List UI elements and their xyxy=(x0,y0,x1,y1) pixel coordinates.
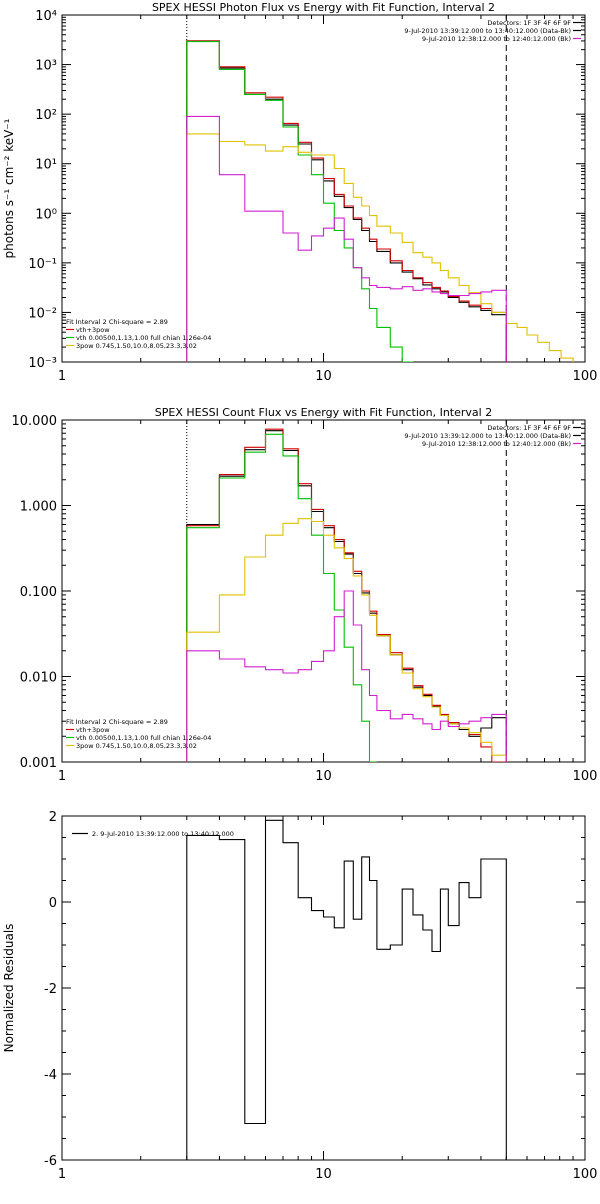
x-tick-label: 1 xyxy=(58,769,66,784)
legend-header: Fit Interval 2 Chi-square = 2.89 xyxy=(66,318,168,326)
series-line-4 xyxy=(186,518,507,762)
x-tick-label: 10 xyxy=(315,369,332,384)
y-tick-label: 10³ xyxy=(35,59,57,74)
info-line: 9-Jul-2010 12:38:12.000 to 12:40:12.000 … xyxy=(422,440,571,448)
series-line-5 xyxy=(186,115,507,362)
y-tick-label: 10⁻³ xyxy=(28,356,57,371)
series-group xyxy=(186,819,507,1160)
y-tick-label: 10² xyxy=(35,108,57,123)
y-tick-label: 10⁻² xyxy=(28,306,57,321)
y-tick-label: -2 xyxy=(44,982,57,997)
series-line-1 xyxy=(186,40,507,362)
panel-2: SPEX HESSI Count Flux vs Energy with Fit… xyxy=(12,406,598,784)
y-tick-label: 2 xyxy=(49,810,57,825)
legend-item: 3pow 0.745,1.50,10.0,8.05,23.3,3.02 xyxy=(76,742,197,750)
y-tick-label: -4 xyxy=(44,1068,57,1083)
series-group xyxy=(186,40,574,362)
info-line: Detectors: 1F 3F 4F 6F 9F xyxy=(487,424,571,432)
panel-3: Normalized Residuals 1 10 100 -6 -4 -2 0 2 2. 9-J… xyxy=(2,810,597,1182)
x-tick-label: 100 xyxy=(573,769,598,784)
x-tick-label: 10 xyxy=(315,769,332,784)
series-line-3 xyxy=(186,41,413,362)
y-tick-label: 1.000 xyxy=(20,500,57,515)
x-tick-label: 100 xyxy=(573,1167,598,1182)
series-line-4 xyxy=(186,133,574,362)
x-tick-label: 100 xyxy=(573,369,598,384)
series-line-1 xyxy=(186,430,507,762)
y-tick-label: 10⁰ xyxy=(35,207,57,222)
series-line-3 xyxy=(186,433,377,762)
y-tick-label: 10⁻¹ xyxy=(28,257,57,272)
y-tick-label: 10⁴ xyxy=(35,9,57,24)
y-tick-label: -6 xyxy=(44,1154,57,1169)
y-tick-label: 0 xyxy=(49,896,57,911)
y-tick-label: 10¹ xyxy=(35,158,57,173)
legend-header: Fit Interval 2 Chi-square = 2.89 xyxy=(66,718,168,726)
series-group xyxy=(186,428,507,762)
chart-title: SPEX HESSI Count Flux vs Energy with Fit… xyxy=(155,406,492,419)
legend-item: vth+3pow xyxy=(76,326,110,334)
legend-item: vth 0.00500,1.13,1.00 full chian 1.26e-0… xyxy=(76,734,211,742)
x-tick-label: 1 xyxy=(58,369,66,384)
x-tick-label: 1 xyxy=(58,1167,66,1182)
info-line: 9-Jul-2010 13:39:12.000 to 13:40:12.000 … xyxy=(404,432,571,440)
series-line-2 xyxy=(186,40,507,362)
info-line: 9-Jul-2010 13:39:12.000 to 13:40:12.000 … xyxy=(404,27,571,35)
info-line: Detectors: 1F 3F 4F 6F 9F xyxy=(487,19,571,27)
y-axis-label: Normalized Residuals xyxy=(2,924,16,1053)
legend-item: 3pow 0.745,1.50,10.0,8.05,23.3,3.02 xyxy=(76,342,197,350)
series-line-5 xyxy=(186,590,507,762)
x-tick-label: 10 xyxy=(315,1167,332,1182)
y-tick-label: 0.100 xyxy=(20,585,57,600)
legend-item: 2. 9-Jul-2010 13:39:12.000 to 13:40:12.0… xyxy=(92,830,234,838)
y-axis-label: photons s⁻¹ cm⁻² keV⁻¹ xyxy=(2,118,16,258)
y-tick-label: 10.000 xyxy=(12,414,58,429)
series-line-2 xyxy=(186,428,507,762)
y-tick-label: 0.010 xyxy=(20,671,57,686)
legend-item: vth 0.00500,1.13,1.00 full chian 1.26e-0… xyxy=(76,334,211,342)
y-tick-label: 0.001 xyxy=(20,756,57,771)
panel-1: SPEX HESSI Photon Flux vs Energy with Fi… xyxy=(2,1,597,384)
info-line: 9-Jul-2010 12:38:12.000 to 12:40:12.000 … xyxy=(422,35,571,43)
chart-title: SPEX HESSI Photon Flux vs Energy with Fi… xyxy=(152,1,495,14)
legend-item: vth+3pow xyxy=(76,726,110,734)
series-line-1 xyxy=(186,819,507,1160)
